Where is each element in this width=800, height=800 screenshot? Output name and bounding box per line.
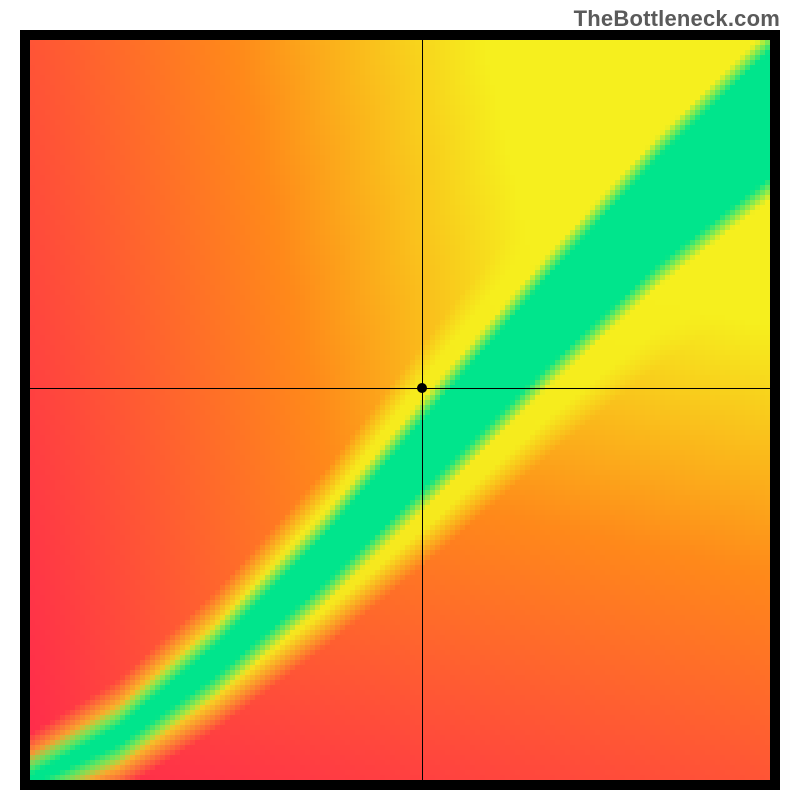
chart-plot-area (30, 40, 770, 780)
chart-border (20, 30, 780, 790)
crosshair-marker (417, 383, 427, 393)
heatmap-canvas (30, 40, 770, 780)
watermark-text: TheBottleneck.com (574, 6, 780, 32)
crosshair-vertical (422, 40, 423, 780)
crosshair-horizontal (30, 388, 770, 389)
root-container: TheBottleneck.com (0, 0, 800, 800)
